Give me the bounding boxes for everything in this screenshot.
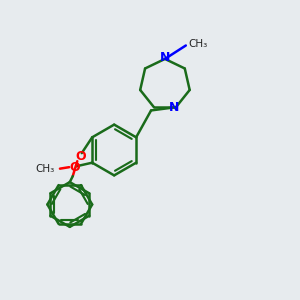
Text: N: N — [160, 51, 170, 64]
Text: CH₃: CH₃ — [36, 164, 55, 174]
Text: O: O — [75, 150, 86, 163]
Text: CH₃: CH₃ — [189, 39, 208, 49]
Text: O: O — [69, 161, 80, 174]
Text: N: N — [169, 101, 180, 114]
